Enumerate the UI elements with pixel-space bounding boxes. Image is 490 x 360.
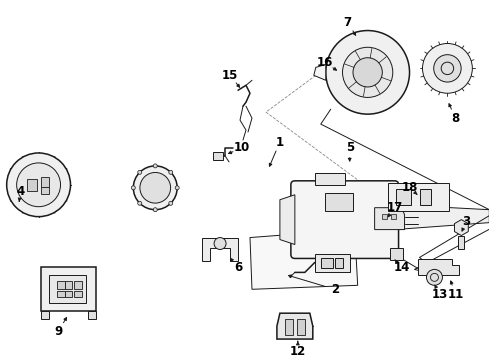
Text: 9: 9 <box>54 325 63 338</box>
Text: 7: 7 <box>343 16 352 29</box>
Bar <box>89 311 97 319</box>
Text: 8: 8 <box>451 112 460 125</box>
Circle shape <box>353 58 382 87</box>
Bar <box>285 319 293 335</box>
Bar <box>74 282 82 289</box>
Bar <box>297 319 305 335</box>
Polygon shape <box>375 208 405 230</box>
Bar <box>335 258 343 269</box>
Text: 5: 5 <box>345 141 354 154</box>
Bar <box>382 214 387 219</box>
Bar <box>41 187 49 194</box>
Circle shape <box>140 172 171 203</box>
Text: 4: 4 <box>17 185 25 198</box>
Bar <box>65 282 73 289</box>
Polygon shape <box>390 248 403 260</box>
Bar <box>41 267 97 311</box>
Circle shape <box>131 186 135 190</box>
Text: 2: 2 <box>331 283 339 296</box>
Text: 15: 15 <box>222 69 238 82</box>
Circle shape <box>138 201 142 205</box>
Text: 1: 1 <box>276 135 284 149</box>
Bar <box>56 291 65 297</box>
Text: 17: 17 <box>387 201 403 214</box>
Bar <box>321 258 333 269</box>
Text: 18: 18 <box>401 181 417 194</box>
Bar <box>325 193 353 211</box>
Text: 3: 3 <box>462 215 470 228</box>
Circle shape <box>17 163 61 207</box>
Bar <box>74 291 82 297</box>
Circle shape <box>153 208 157 212</box>
Bar <box>26 179 37 191</box>
Bar <box>41 177 49 187</box>
Bar <box>388 183 449 211</box>
Bar <box>213 152 223 160</box>
Text: 11: 11 <box>447 288 464 301</box>
Circle shape <box>169 201 173 205</box>
Text: 14: 14 <box>393 261 410 274</box>
Polygon shape <box>250 230 358 289</box>
FancyBboxPatch shape <box>291 181 398 258</box>
Circle shape <box>7 153 71 217</box>
Polygon shape <box>394 205 490 230</box>
Bar <box>391 214 395 219</box>
Circle shape <box>422 44 472 93</box>
Circle shape <box>214 238 226 249</box>
Bar <box>65 291 73 297</box>
Circle shape <box>426 269 442 285</box>
Circle shape <box>175 186 179 190</box>
Polygon shape <box>314 64 326 80</box>
Polygon shape <box>417 260 460 275</box>
Circle shape <box>138 170 142 174</box>
Text: 16: 16 <box>317 56 333 69</box>
Bar <box>395 189 411 205</box>
Text: 6: 6 <box>234 261 242 274</box>
Bar <box>49 275 86 303</box>
Text: 13: 13 <box>431 288 447 301</box>
Bar <box>56 282 65 289</box>
Text: 12: 12 <box>290 345 306 357</box>
Polygon shape <box>277 313 313 339</box>
Circle shape <box>343 47 393 98</box>
Circle shape <box>326 31 410 114</box>
Polygon shape <box>315 173 345 185</box>
Polygon shape <box>315 255 350 273</box>
Bar <box>419 189 432 205</box>
Bar <box>458 235 465 249</box>
Circle shape <box>133 166 177 210</box>
Bar <box>41 311 49 319</box>
Polygon shape <box>202 238 238 261</box>
Circle shape <box>153 164 157 168</box>
Circle shape <box>169 170 173 174</box>
Circle shape <box>434 55 461 82</box>
Text: 10: 10 <box>234 141 250 154</box>
Polygon shape <box>280 195 295 244</box>
